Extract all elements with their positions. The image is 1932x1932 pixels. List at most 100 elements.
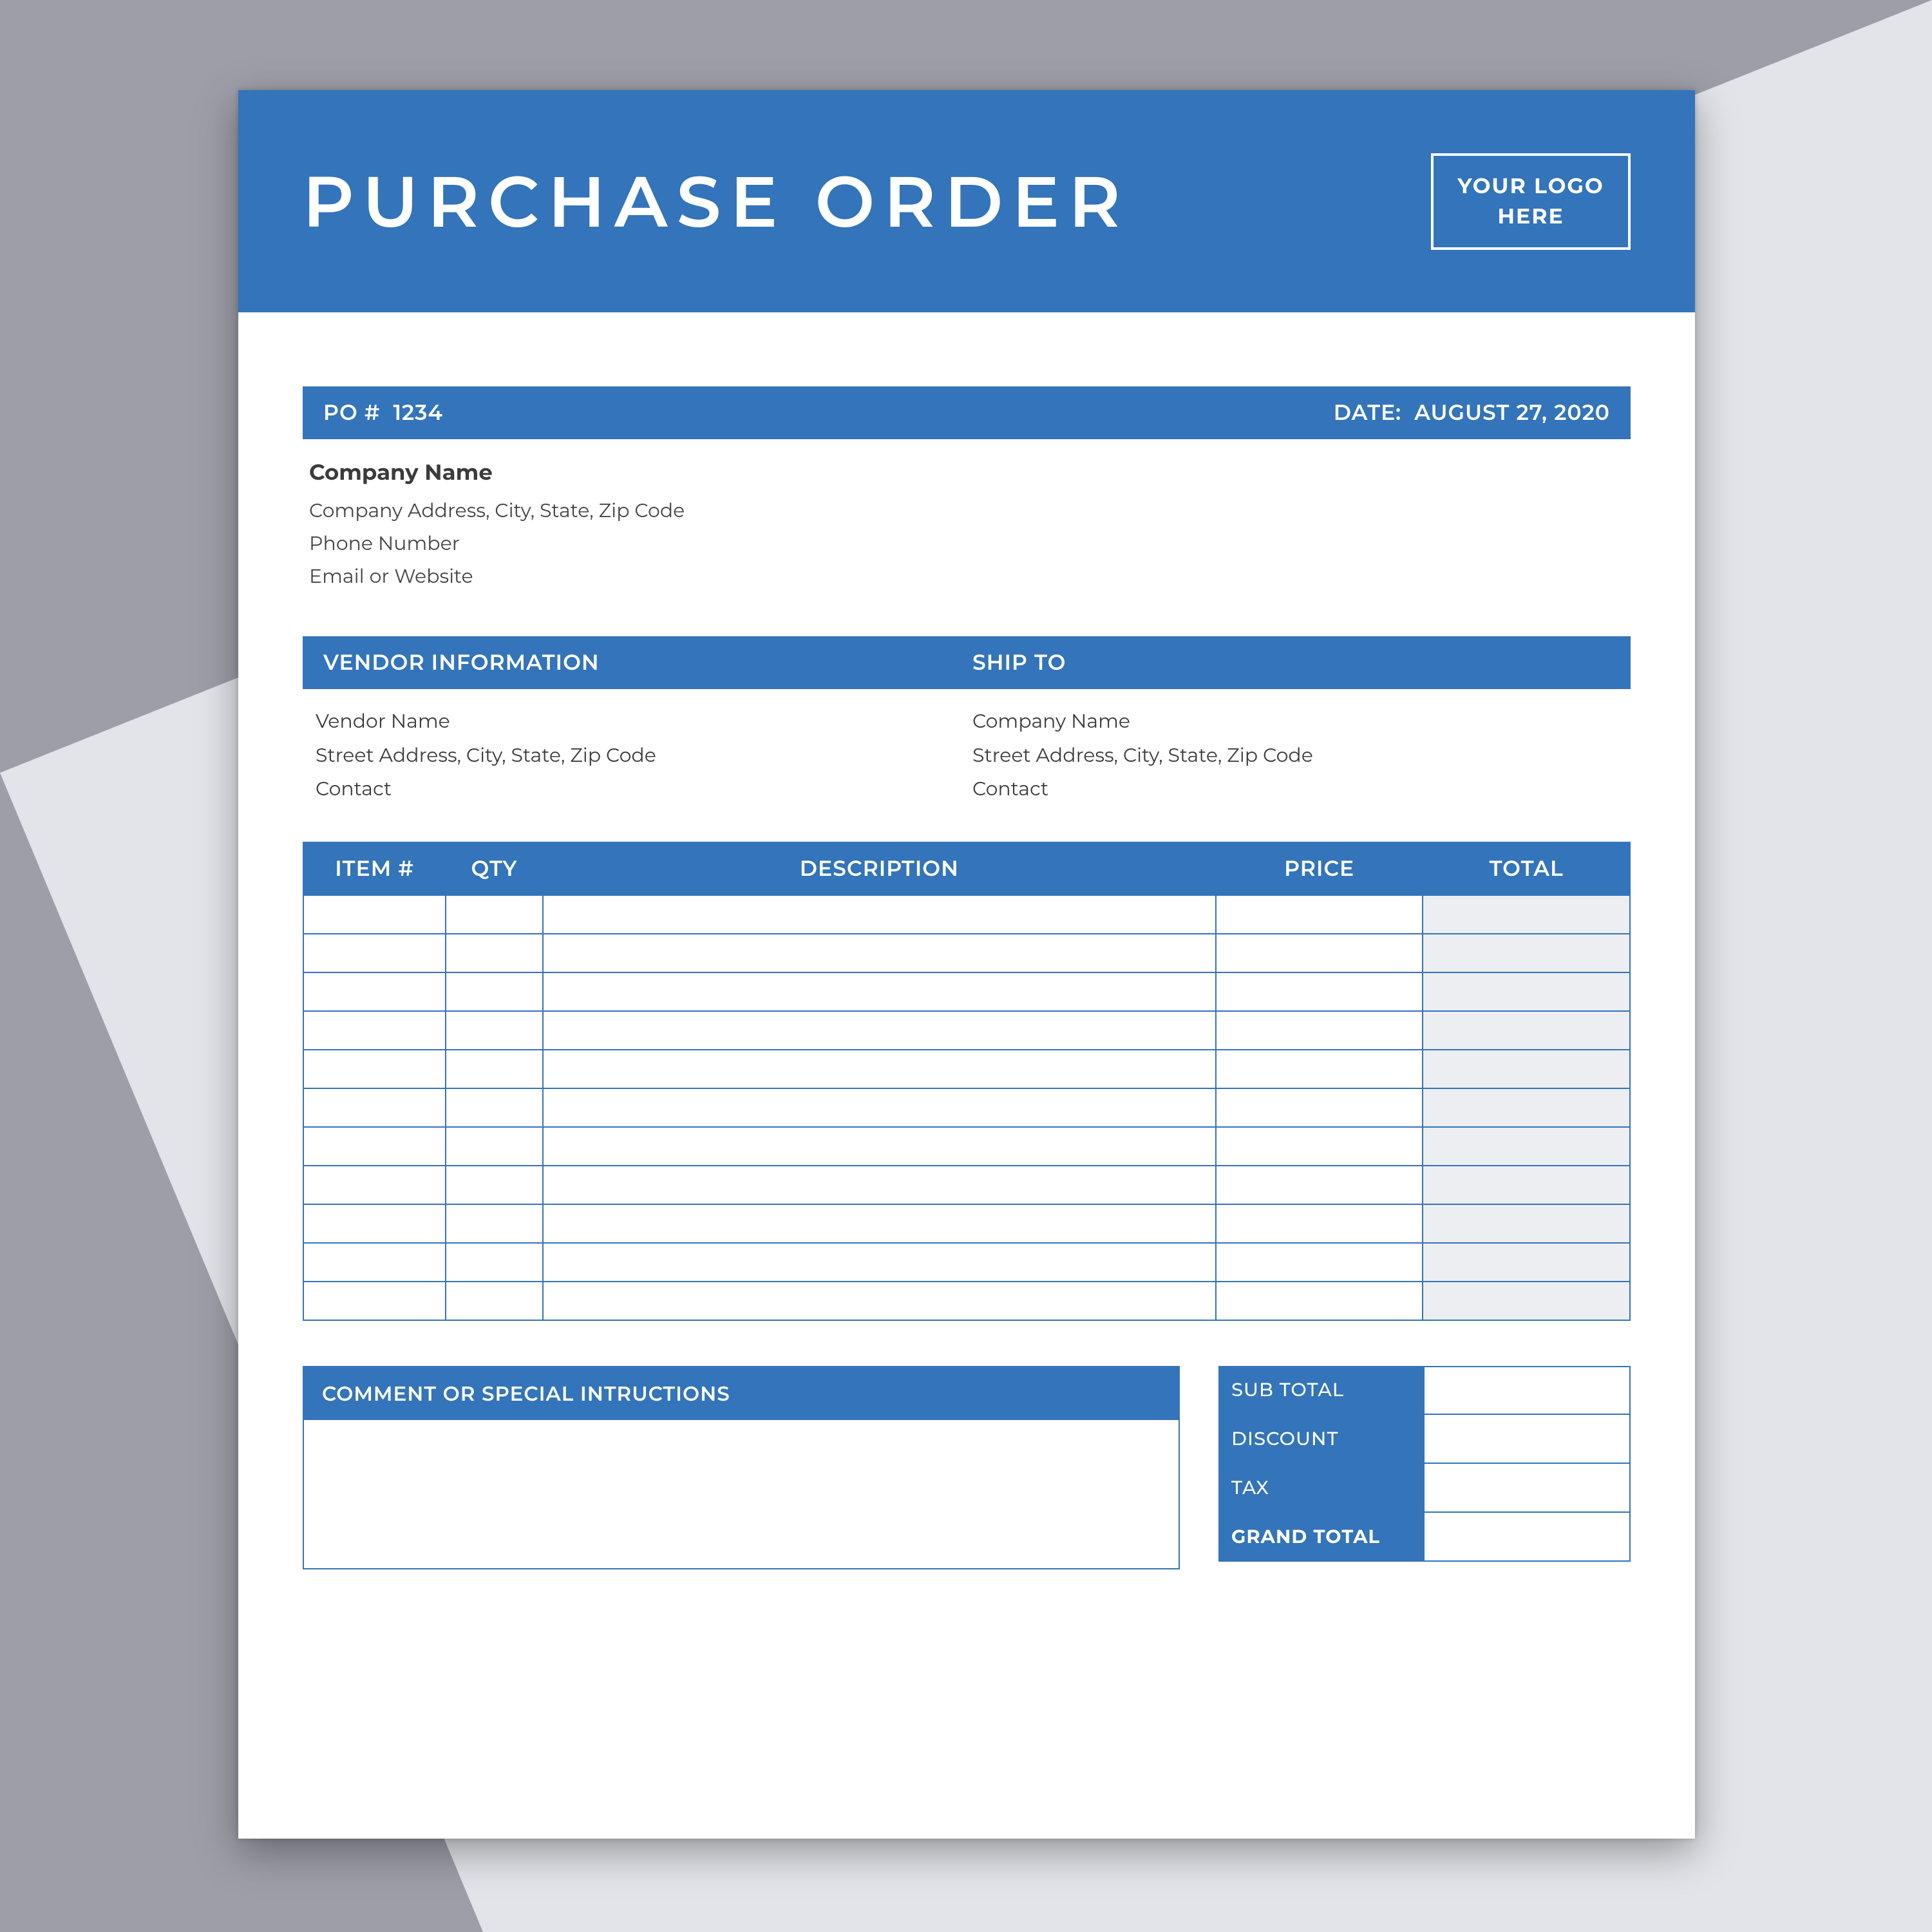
date-value: AUGUST 27, 2020: [1414, 400, 1610, 426]
table-cell[interactable]: [1423, 1243, 1630, 1282]
table-cell[interactable]: [446, 1166, 543, 1204]
table-cell[interactable]: [543, 1243, 1216, 1282]
table-cell[interactable]: [1216, 895, 1423, 934]
totals-row: TAX: [1218, 1464, 1631, 1513]
table-cell[interactable]: [1216, 1243, 1423, 1282]
table-cell[interactable]: [303, 1166, 446, 1204]
table-row: [303, 895, 1630, 934]
table-cell[interactable]: [1423, 972, 1630, 1011]
po-number: 1234: [393, 400, 442, 426]
company-address: Company Address, City, State, Zip Code: [309, 498, 1624, 522]
vendor-column: Vendor Name Street Address, City, State,…: [316, 705, 972, 806]
table-row: [303, 972, 1630, 1011]
table-cell[interactable]: [446, 1088, 543, 1127]
totals-box: SUB TOTALDISCOUNTTAXGRAND TOTAL: [1218, 1366, 1631, 1562]
table-cell[interactable]: [446, 1243, 543, 1282]
table-cell[interactable]: [446, 1127, 543, 1166]
table-cell[interactable]: [303, 1282, 446, 1320]
table-row: [303, 1011, 1630, 1050]
table-cell[interactable]: [543, 1204, 1216, 1243]
table-cell[interactable]: [446, 934, 543, 972]
table-cell[interactable]: [303, 1204, 446, 1243]
table-cell[interactable]: [543, 895, 1216, 934]
table-cell[interactable]: [1423, 1050, 1630, 1088]
table-cell[interactable]: [1423, 1204, 1630, 1243]
totals-row: SUB TOTAL: [1218, 1366, 1631, 1415]
totals-value[interactable]: [1425, 1415, 1631, 1464]
totals-label: DISCOUNT: [1218, 1415, 1425, 1464]
logo-line2: HERE: [1457, 202, 1604, 231]
table-cell[interactable]: [1216, 972, 1423, 1011]
company-block: Company Name Company Address, City, Stat…: [303, 439, 1631, 588]
table-cell[interactable]: [303, 1243, 446, 1282]
table-cell[interactable]: [1216, 1088, 1423, 1127]
table-row: [303, 934, 1630, 972]
table-cell[interactable]: [446, 895, 543, 934]
col-total: TOTAL: [1423, 842, 1630, 895]
table-cell[interactable]: [1423, 1127, 1630, 1166]
col-description: DESCRIPTION: [543, 842, 1216, 895]
po-label: PO #: [323, 400, 380, 426]
table-cell[interactable]: [543, 1282, 1216, 1320]
po-number-group: PO # 1234: [323, 400, 443, 426]
items-body: [303, 895, 1630, 1320]
vendor-shipto-row: Vendor Name Street Address, City, State,…: [303, 689, 1631, 806]
totals-value[interactable]: [1425, 1464, 1631, 1513]
totals-value[interactable]: [1425, 1513, 1631, 1562]
table-cell[interactable]: [303, 1011, 446, 1050]
table-cell[interactable]: [1423, 1011, 1630, 1050]
table-cell[interactable]: [543, 1050, 1216, 1088]
date-label: DATE:: [1334, 400, 1401, 426]
table-cell[interactable]: [1216, 1127, 1423, 1166]
bottom-row: COMMENT OR SPECIAL INTRUCTIONS SUB TOTAL…: [303, 1366, 1631, 1569]
table-cell[interactable]: [1423, 934, 1630, 972]
table-cell[interactable]: [446, 1282, 543, 1320]
shipto-section-title: SHIP TO: [966, 650, 1631, 676]
logo-placeholder: YOUR LOGO HERE: [1431, 153, 1631, 250]
table-cell[interactable]: [303, 1088, 446, 1127]
table-row: [303, 1282, 1630, 1320]
table-cell[interactable]: [1216, 1050, 1423, 1088]
table-cell[interactable]: [303, 1127, 446, 1166]
table-cell[interactable]: [1423, 1282, 1630, 1320]
table-cell[interactable]: [543, 1127, 1216, 1166]
table-cell[interactable]: [303, 972, 446, 1011]
company-name: Company Name: [309, 459, 1624, 486]
table-cell[interactable]: [446, 1011, 543, 1050]
table-row: [303, 1088, 1630, 1127]
vendor-contact: Contact: [316, 772, 972, 806]
table-cell[interactable]: [303, 934, 446, 972]
table-cell[interactable]: [446, 1050, 543, 1088]
table-cell[interactable]: [543, 972, 1216, 1011]
table-cell[interactable]: [446, 972, 543, 1011]
table-cell[interactable]: [1423, 895, 1630, 934]
table-cell[interactable]: [303, 1050, 446, 1088]
table-cell[interactable]: [1216, 1282, 1423, 1320]
table-row: [303, 1166, 1630, 1204]
table-cell[interactable]: [1216, 934, 1423, 972]
shipto-address: Street Address, City, State, Zip Code: [972, 739, 1624, 773]
table-cell[interactable]: [1423, 1088, 1630, 1127]
table-cell[interactable]: [446, 1204, 543, 1243]
table-cell[interactable]: [543, 1088, 1216, 1127]
table-cell[interactable]: [1216, 1011, 1423, 1050]
comment-title: COMMENT OR SPECIAL INTRUCTIONS: [304, 1367, 1179, 1420]
table-cell[interactable]: [303, 895, 446, 934]
shipto-column: Company Name Street Address, City, State…: [972, 705, 1624, 806]
table-row: [303, 1127, 1630, 1166]
vendor-name: Vendor Name: [316, 705, 972, 739]
totals-value[interactable]: [1425, 1366, 1631, 1415]
table-row: [303, 1050, 1630, 1088]
table-cell[interactable]: [1216, 1166, 1423, 1204]
content-area: PO # 1234 DATE: AUGUST 27, 2020 Company …: [238, 312, 1695, 1569]
table-cell[interactable]: [543, 934, 1216, 972]
table-cell[interactable]: [1216, 1204, 1423, 1243]
comment-body[interactable]: [304, 1420, 1179, 1568]
vendor-address: Street Address, City, State, Zip Code: [316, 739, 972, 773]
table-row: [303, 1204, 1630, 1243]
table-cell[interactable]: [1423, 1166, 1630, 1204]
table-cell[interactable]: [543, 1166, 1216, 1204]
totals-label: TAX: [1218, 1464, 1425, 1513]
col-qty: QTY: [446, 842, 543, 895]
table-cell[interactable]: [543, 1011, 1216, 1050]
